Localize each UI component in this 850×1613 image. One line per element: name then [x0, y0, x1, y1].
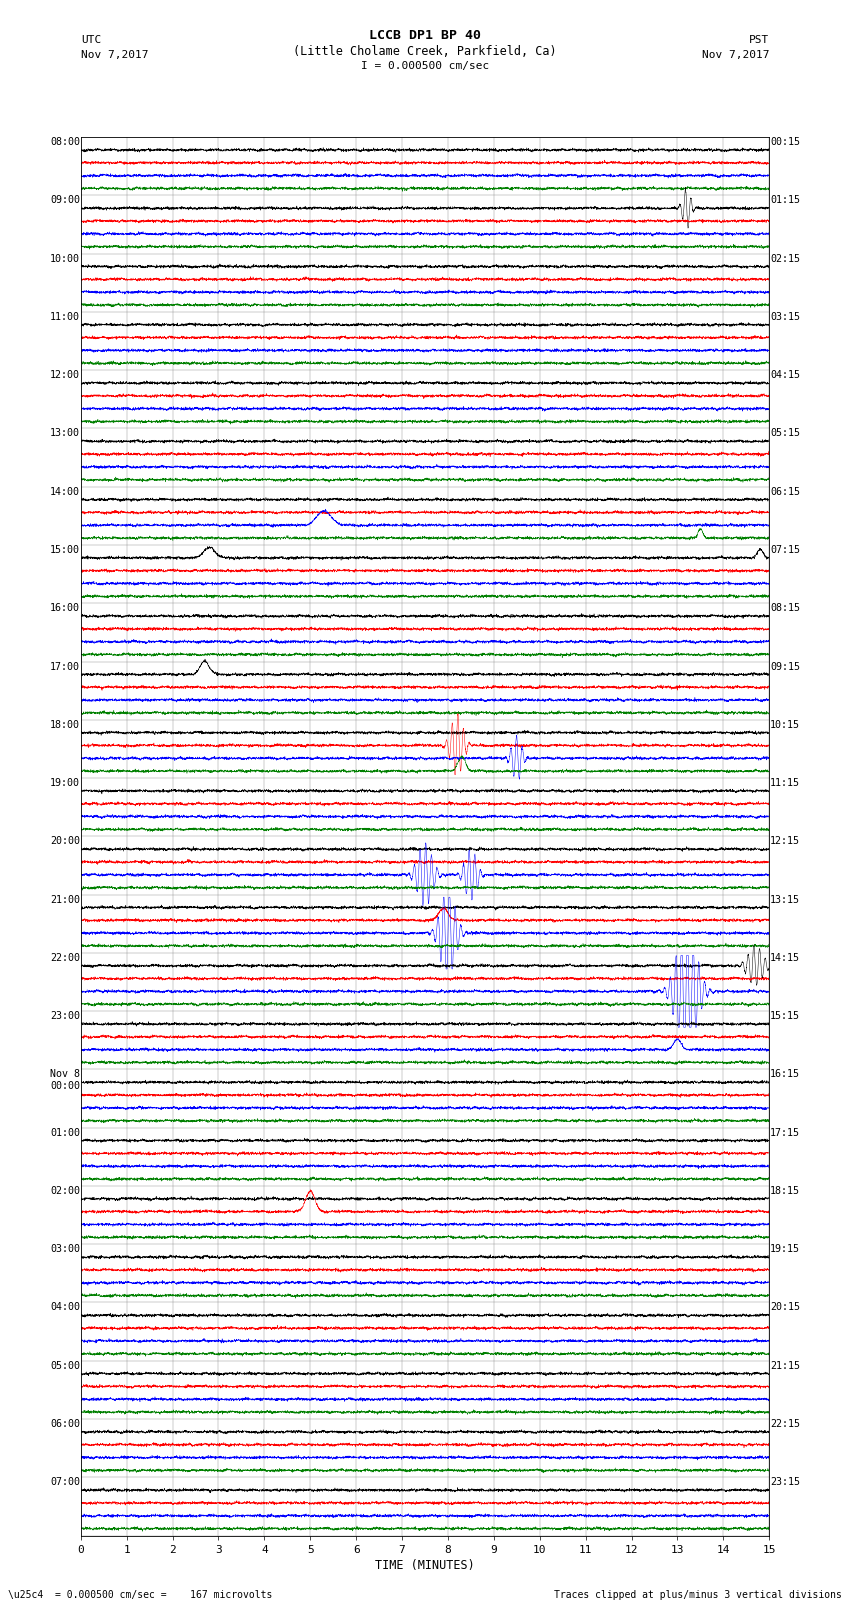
Text: 14:00: 14:00: [50, 487, 80, 497]
Text: LCCB DP1 BP 40: LCCB DP1 BP 40: [369, 29, 481, 42]
Text: 13:00: 13:00: [50, 429, 80, 439]
Text: 12:15: 12:15: [770, 836, 800, 847]
Text: 15:00: 15:00: [50, 545, 80, 555]
Text: 03:00: 03:00: [50, 1244, 80, 1255]
Text: 10:00: 10:00: [50, 253, 80, 263]
Text: 15:15: 15:15: [770, 1011, 800, 1021]
Text: 22:00: 22:00: [50, 953, 80, 963]
Text: 12:00: 12:00: [50, 369, 80, 381]
Text: 21:00: 21:00: [50, 895, 80, 905]
Text: 19:15: 19:15: [770, 1244, 800, 1255]
Text: 11:00: 11:00: [50, 311, 80, 323]
Text: 21:15: 21:15: [770, 1361, 800, 1371]
Text: 02:00: 02:00: [50, 1186, 80, 1195]
Text: 06:15: 06:15: [770, 487, 800, 497]
Text: 20:15: 20:15: [770, 1303, 800, 1313]
Text: 17:00: 17:00: [50, 661, 80, 671]
X-axis label: TIME (MINUTES): TIME (MINUTES): [375, 1558, 475, 1571]
Text: 07:15: 07:15: [770, 545, 800, 555]
Text: 00:15: 00:15: [770, 137, 800, 147]
Text: 13:15: 13:15: [770, 895, 800, 905]
Text: \u25c4  = 0.000500 cm/sec =    167 microvolts: \u25c4 = 0.000500 cm/sec = 167 microvolt…: [8, 1590, 273, 1600]
Text: 17:15: 17:15: [770, 1127, 800, 1137]
Text: 01:00: 01:00: [50, 1127, 80, 1137]
Text: 18:00: 18:00: [50, 719, 80, 729]
Text: 04:00: 04:00: [50, 1303, 80, 1313]
Text: (Little Cholame Creek, Parkfield, Ca): (Little Cholame Creek, Parkfield, Ca): [293, 45, 557, 58]
Text: 05:15: 05:15: [770, 429, 800, 439]
Text: 09:00: 09:00: [50, 195, 80, 205]
Text: 14:15: 14:15: [770, 953, 800, 963]
Text: PST: PST: [749, 35, 769, 45]
Text: 01:15: 01:15: [770, 195, 800, 205]
Text: 08:15: 08:15: [770, 603, 800, 613]
Text: 23:15: 23:15: [770, 1478, 800, 1487]
Text: 07:00: 07:00: [50, 1478, 80, 1487]
Text: UTC: UTC: [81, 35, 101, 45]
Text: 06:00: 06:00: [50, 1419, 80, 1429]
Text: Nov 7,2017: Nov 7,2017: [702, 50, 769, 60]
Text: Nov 7,2017: Nov 7,2017: [81, 50, 148, 60]
Text: 20:00: 20:00: [50, 836, 80, 847]
Text: 19:00: 19:00: [50, 777, 80, 789]
Text: Nov 8
00:00: Nov 8 00:00: [50, 1069, 80, 1090]
Text: 16:00: 16:00: [50, 603, 80, 613]
Text: 03:15: 03:15: [770, 311, 800, 323]
Text: 08:00: 08:00: [50, 137, 80, 147]
Text: I = 0.000500 cm/sec: I = 0.000500 cm/sec: [361, 61, 489, 71]
Text: 09:15: 09:15: [770, 661, 800, 671]
Text: 10:15: 10:15: [770, 719, 800, 729]
Text: 23:00: 23:00: [50, 1011, 80, 1021]
Text: 11:15: 11:15: [770, 777, 800, 789]
Text: 02:15: 02:15: [770, 253, 800, 263]
Text: Traces clipped at plus/minus 3 vertical divisions: Traces clipped at plus/minus 3 vertical …: [553, 1590, 842, 1600]
Text: 04:15: 04:15: [770, 369, 800, 381]
Text: 18:15: 18:15: [770, 1186, 800, 1195]
Text: 22:15: 22:15: [770, 1419, 800, 1429]
Text: 16:15: 16:15: [770, 1069, 800, 1079]
Text: 05:00: 05:00: [50, 1361, 80, 1371]
